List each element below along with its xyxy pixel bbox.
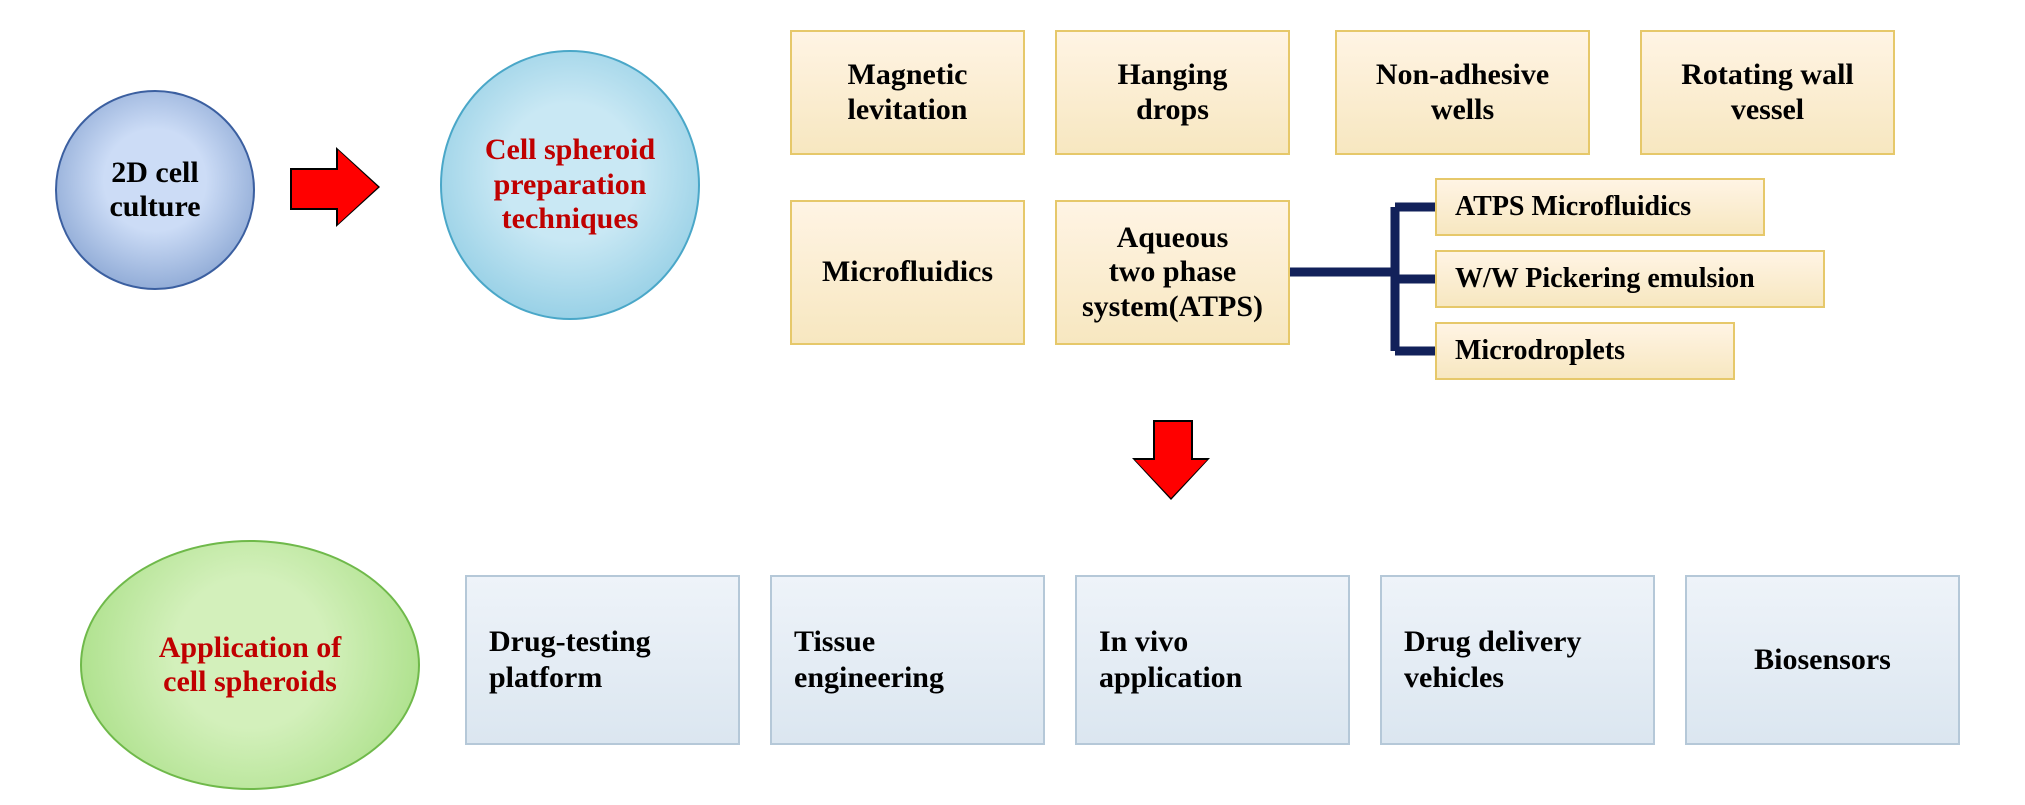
- tech-box-rotating: Rotating wallvessel: [1640, 30, 1895, 155]
- tech-box-magnetic: Magneticlevitation: [790, 30, 1025, 155]
- ellipse-applications: Application ofcell spheroids: [80, 540, 420, 790]
- tech-box-nonadh: Non-adhesivewells: [1335, 30, 1590, 155]
- tech-box-atps: Aqueoustwo phasesystem(ATPS): [1055, 200, 1290, 345]
- ellipse-label: 2D cellculture: [109, 156, 200, 225]
- sub-box-atps-micro: ATPS Microfluidics: [1435, 178, 1765, 236]
- sub-box-microdrop: Microdroplets: [1435, 322, 1735, 380]
- ellipse-label: Cell spheroidpreparationtechniques: [485, 133, 655, 237]
- app-box-drugtest: Drug-testingplatform: [465, 575, 740, 745]
- ellipse-preparation-techniques: Cell spheroidpreparationtechniques: [440, 50, 700, 320]
- sub-box-pickering: W/W Pickering emulsion: [1435, 250, 1825, 308]
- app-box-invivo: In vivoapplication: [1075, 575, 1350, 745]
- tech-box-hanging: Hangingdrops: [1055, 30, 1290, 155]
- app-box-biosens: Biosensors: [1685, 575, 1960, 745]
- app-box-tissue: Tissueengineering: [770, 575, 1045, 745]
- tech-box-microflu: Microfluidics: [790, 200, 1025, 345]
- ellipse-label: Application ofcell spheroids: [159, 631, 342, 700]
- ellipse-2d-cell-culture: 2D cellculture: [55, 90, 255, 290]
- app-box-drugdel: Drug deliveryvehicles: [1380, 575, 1655, 745]
- atps-connector: [1290, 187, 1445, 371]
